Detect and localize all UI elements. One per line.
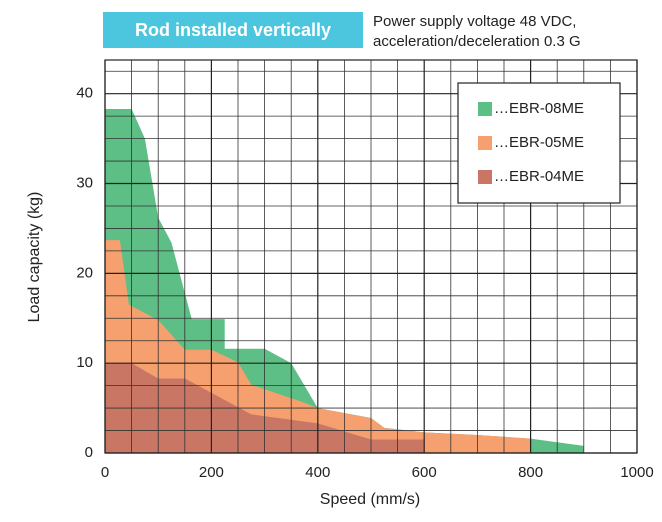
y-tick-label: 0 (85, 444, 93, 461)
x-tick-label: 800 (518, 464, 543, 481)
x-tick-label: 0 (101, 464, 109, 481)
x-tick-label: 600 (412, 464, 437, 481)
legend-swatch (478, 102, 492, 116)
x-tick-label: 1000 (620, 464, 653, 481)
y-axis-label: Load capacity (kg) (26, 192, 43, 323)
y-tick-label: 40 (76, 85, 93, 102)
y-tick-label: 10 (76, 354, 93, 371)
x-axis-label: Speed (mm/s) (320, 491, 420, 508)
chart-title: Rod installed vertically (135, 20, 331, 40)
legend-label: …EBR-04ME (494, 168, 584, 185)
legend-label: …EBR-05ME (494, 134, 584, 151)
legend-swatch (478, 136, 492, 150)
legend-swatch (478, 170, 492, 184)
x-tick-label: 200 (199, 464, 224, 481)
annotation: acceleration/deceleration 0.3 G (373, 33, 581, 50)
y-tick-label: 20 (76, 264, 93, 281)
legend-label: …EBR-08ME (494, 100, 584, 117)
title-box (103, 12, 363, 48)
y-tick-label: 30 (76, 174, 93, 191)
plot-frame (104, 59, 638, 454)
x-tick-label: 400 (305, 464, 330, 481)
annotation: Power supply voltage 48 VDC, (373, 13, 576, 30)
